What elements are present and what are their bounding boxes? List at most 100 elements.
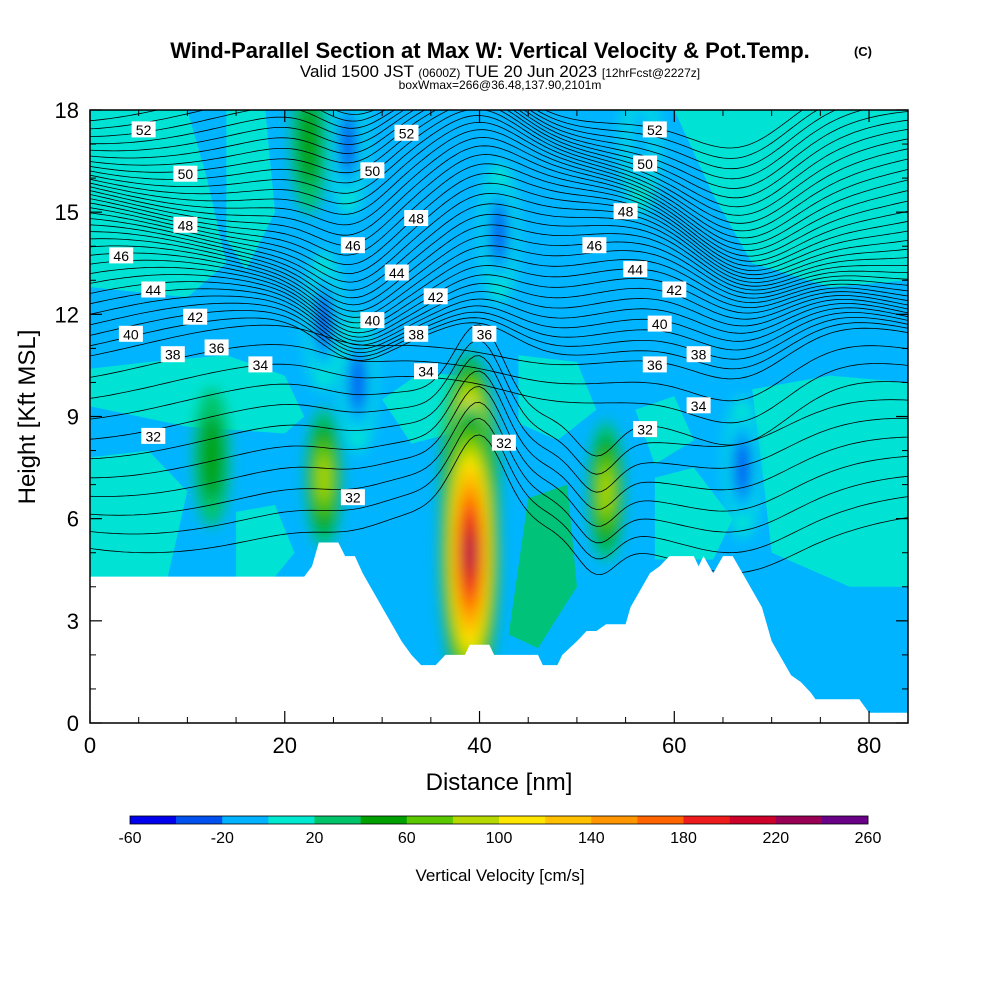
isentrope-label: 42: [662, 281, 687, 298]
isentrope-label: 46: [109, 247, 134, 264]
velocity-cell: [439, 402, 500, 703]
svg-text:50: 50: [637, 156, 653, 172]
velocity-cell: [305, 251, 342, 392]
isentrope-label: 40: [118, 325, 143, 342]
velocity-band: [654, 467, 733, 560]
isentrope-label: 42: [183, 308, 208, 325]
chart-subtitle: Valid 1500 JST (0600Z) TUE 20 Jun 2023 […: [300, 62, 700, 81]
colorbar-tick-label: 140: [578, 830, 605, 847]
svg-text:44: 44: [628, 262, 644, 278]
velocity-field: [90, 110, 908, 649]
isentrope-labels: 52 52 52 50 50 50 48 48 48 46 46 46 44 44 44 42 42 42 40 40…: [109, 121, 711, 506]
velocity-cell: [193, 387, 230, 528]
colorbar-swatch: [314, 816, 361, 824]
velocity-band: [518, 355, 597, 441]
isentrope-label: 34: [248, 356, 273, 373]
svg-text:48: 48: [408, 211, 424, 227]
isentrope-label: 52: [642, 121, 667, 138]
isentrope-label: 48: [404, 210, 429, 227]
svg-text:40: 40: [123, 326, 139, 342]
svg-text:32: 32: [496, 435, 512, 451]
isentrope-line: [90, 317, 908, 370]
svg-text:44: 44: [389, 265, 405, 281]
isentrope-label: 44: [141, 281, 166, 298]
svg-text:44: 44: [146, 282, 162, 298]
colorbar-swatch: [729, 816, 777, 824]
velocity-level: [340, 114, 356, 175]
isentrope-line: [90, 235, 908, 312]
isentrope-label: 38: [686, 346, 711, 363]
velocity-level: [600, 468, 613, 515]
isentrope-label: 52: [394, 124, 419, 141]
velocity-band: [508, 484, 577, 649]
isentrope-line: [90, 252, 908, 324]
isentrope-line: [90, 434, 908, 576]
isentrope-label: 32: [141, 427, 166, 444]
svg-text:48: 48: [178, 217, 194, 233]
velocity-level: [491, 202, 507, 263]
velocity-level: [317, 454, 330, 502]
isentrope-line: [90, 129, 908, 245]
velocity-band: [90, 355, 305, 434]
velocity-cell: [330, 110, 367, 215]
isentrope-line: [90, 266, 908, 334]
subtitle-forecast: [12hrFcst@2227z]: [602, 66, 700, 80]
isentrope-line: [90, 274, 908, 338]
isentrope-label: 32: [633, 421, 658, 438]
isentrope-line: [90, 370, 908, 510]
isentrope-label: 44: [384, 264, 409, 281]
isentrope-line: [90, 145, 908, 257]
isentrope-line: [90, 182, 908, 276]
colorbar-tick-label: 260: [855, 830, 882, 847]
isentrope-line: [90, 154, 908, 262]
isentrope-label: 36: [642, 356, 667, 373]
isentrope-label: 38: [404, 325, 429, 342]
velocity-level: [298, 110, 320, 187]
isentrope-label: 38: [160, 346, 185, 363]
velocity-cell: [724, 397, 761, 538]
svg-text:48: 48: [618, 204, 634, 220]
isentrope-line: [90, 245, 908, 318]
isentrope-line: [90, 110, 908, 216]
y-tick-label: 15: [55, 200, 79, 225]
isentrope-line: [90, 110, 837, 170]
colorbar-tick-label: 100: [486, 830, 513, 847]
isentrope-label: 34: [686, 397, 711, 414]
box-info: boxWmax=266@36.48,137.90,2101m: [399, 78, 602, 92]
svg-text:38: 38: [691, 347, 707, 363]
isentrope-line: [90, 281, 908, 342]
svg-text:32: 32: [637, 422, 653, 438]
isentrope-label: 36: [204, 339, 229, 356]
x-tick-label: 20: [273, 733, 297, 758]
colorbar-swatch: [222, 816, 269, 824]
svg-text:42: 42: [187, 309, 203, 325]
y-tick-label: 3: [67, 609, 79, 634]
svg-text:32: 32: [146, 428, 162, 444]
y-tick-label: 6: [67, 507, 79, 532]
isentrope-line: [90, 110, 804, 149]
terrain: [90, 542, 908, 723]
svg-text:46: 46: [345, 238, 361, 254]
isentrope-label: 36: [472, 325, 497, 342]
chart-title: Wind-Parallel Section at Max W: Vertical…: [170, 38, 810, 63]
isentrope-line: [90, 192, 908, 283]
isentrope-line: [90, 110, 865, 180]
colorbar-tick-label: 180: [670, 830, 697, 847]
svg-text:36: 36: [647, 357, 663, 373]
isentrope-line: [90, 295, 908, 350]
isentrope-line: [90, 324, 908, 380]
subtitle-date: TUE 20 Jun 2023: [465, 62, 597, 81]
svg-text:42: 42: [428, 289, 444, 305]
svg-text:52: 52: [647, 122, 663, 138]
colorbar-swatch: [821, 816, 869, 824]
velocity-level: [350, 352, 366, 413]
velocity-cell: [305, 407, 342, 548]
subtitle-valid: Valid 1500 JST: [300, 62, 414, 81]
svg-text:32: 32: [345, 490, 361, 506]
y-tick-label: 12: [55, 302, 79, 327]
velocity-cell: [339, 312, 376, 453]
isentrope-line: [90, 110, 908, 208]
colorbar-swatch: [360, 816, 408, 824]
isentrope-label: 50: [633, 155, 658, 172]
velocity-band: [382, 372, 460, 444]
